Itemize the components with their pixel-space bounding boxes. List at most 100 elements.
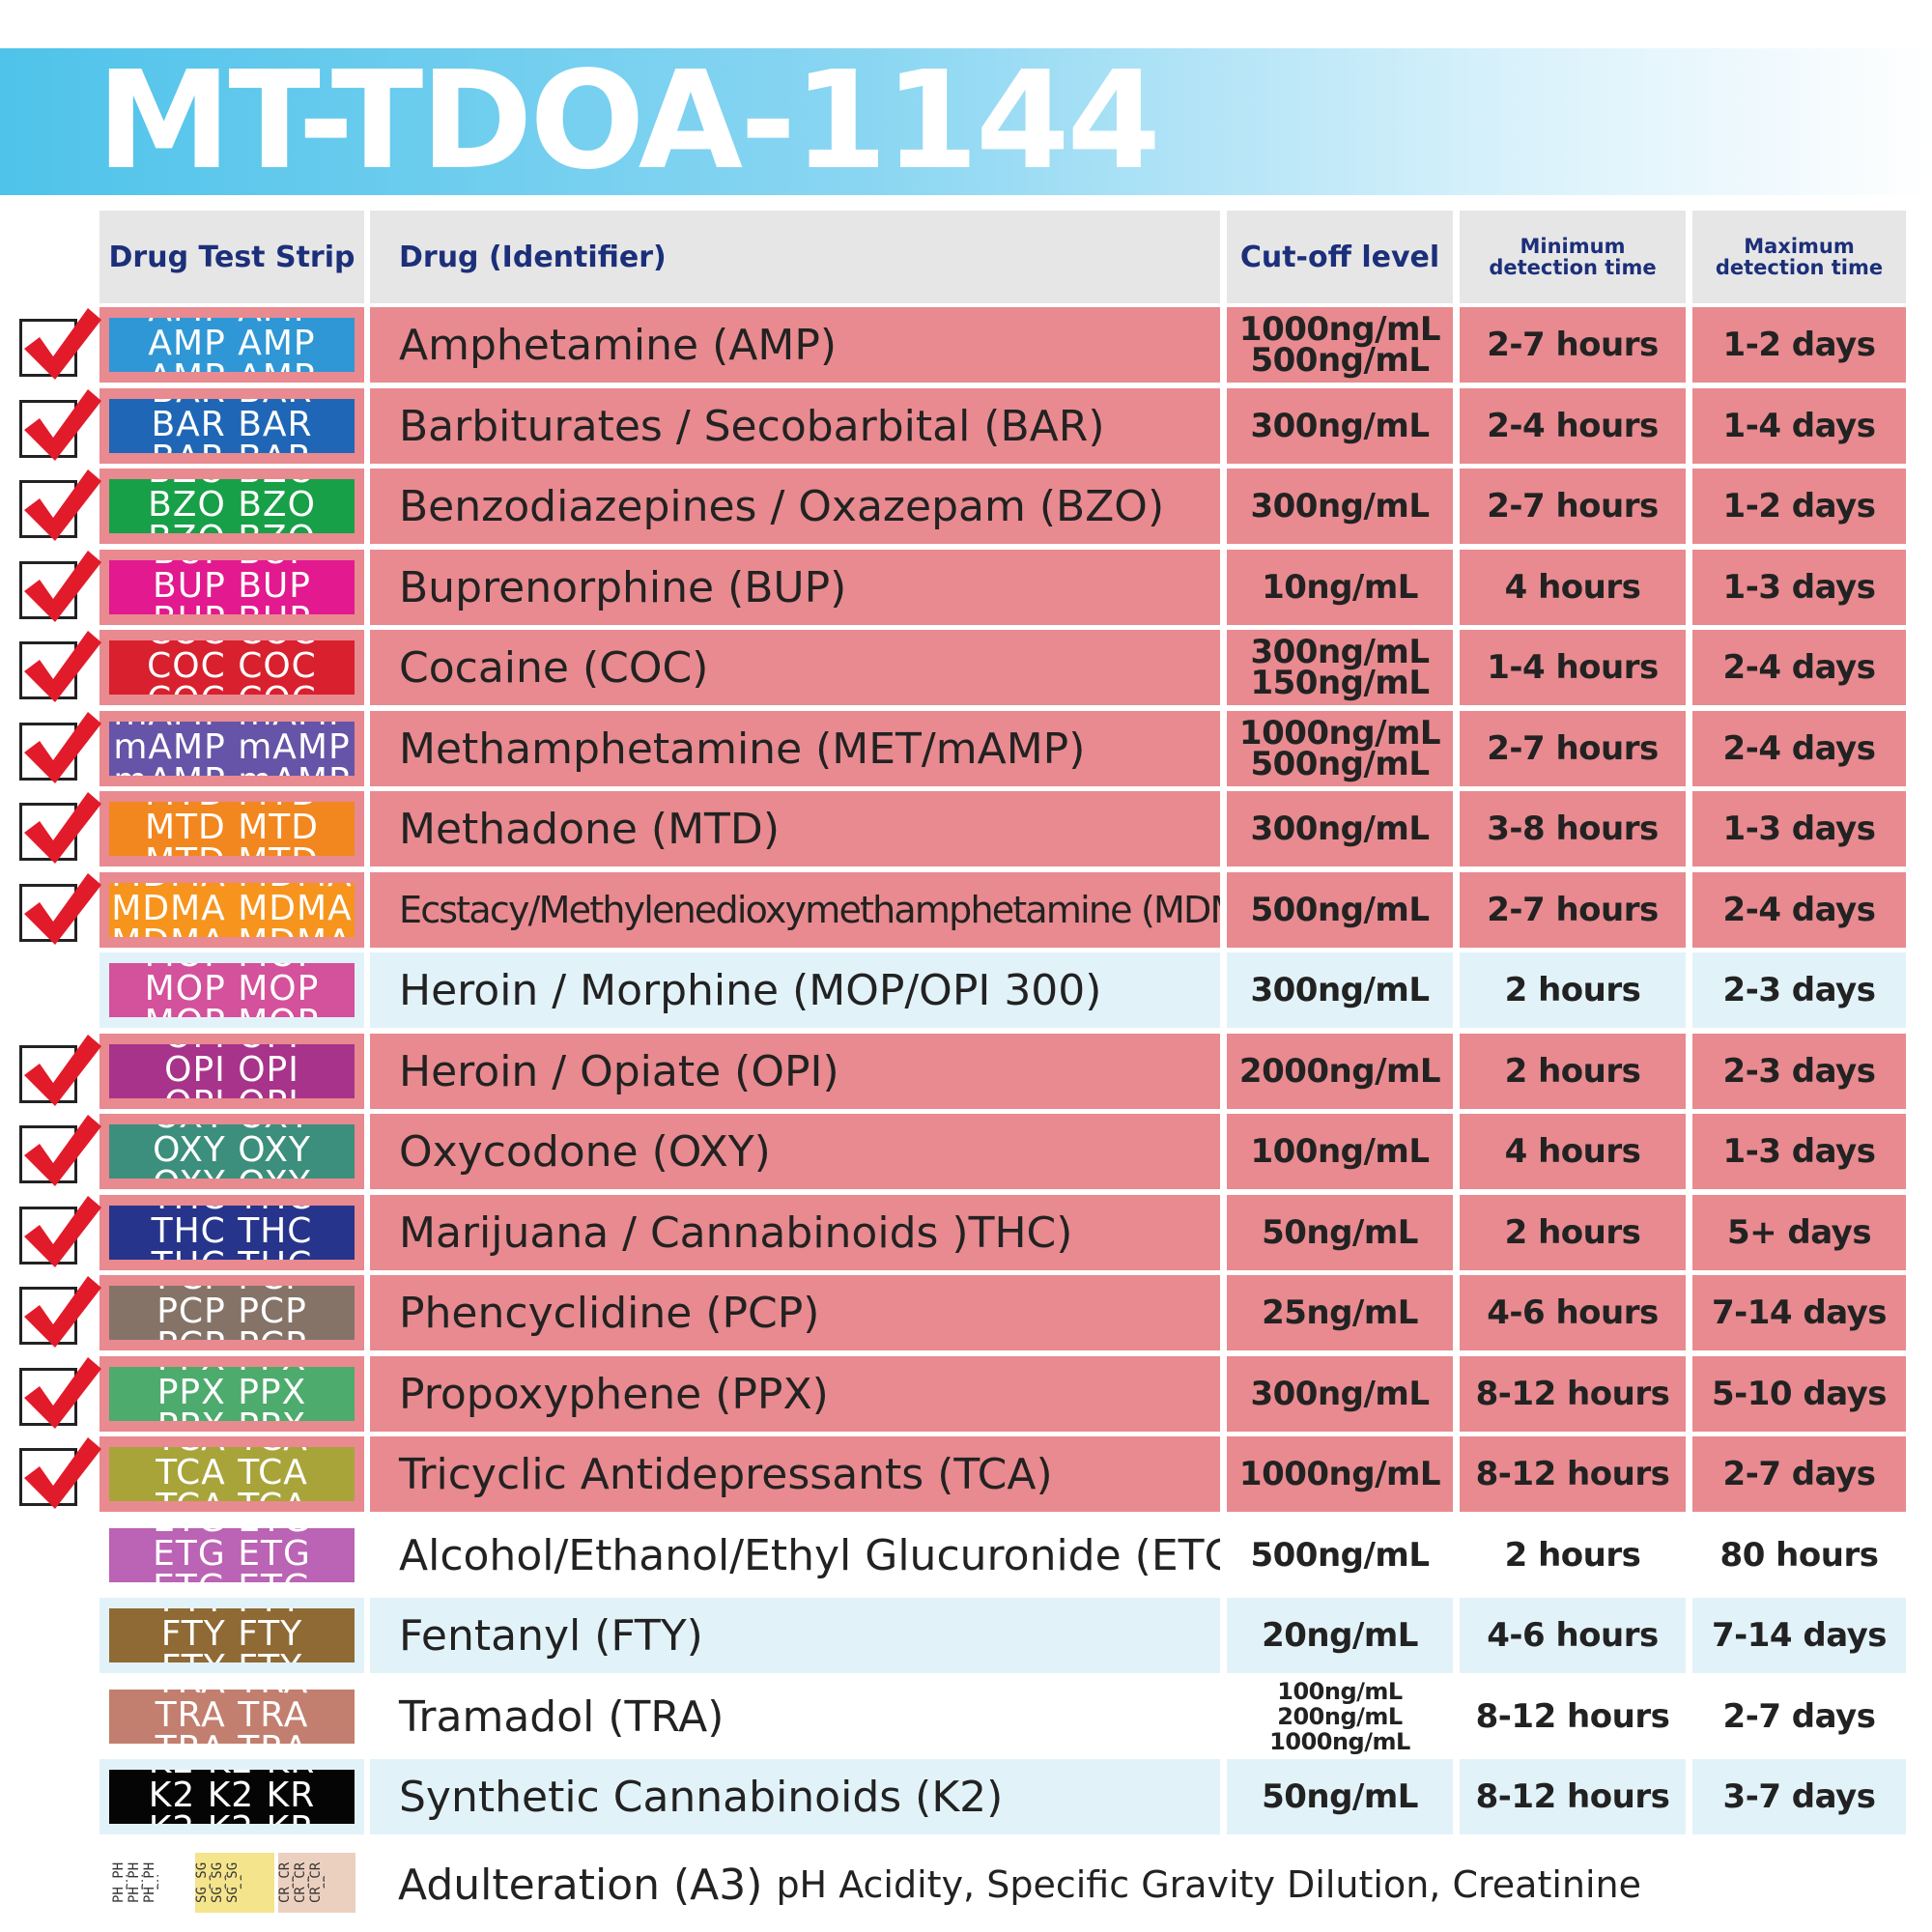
check-mark-icon — [24, 1115, 101, 1186]
strip-code: THC THC — [109, 1206, 355, 1215]
header-max-line1: Maximum — [1744, 235, 1855, 258]
drug-name: Marijuana / Cannabinoids )THC) — [370, 1195, 1220, 1270]
min-detection-time: 2 hours — [1460, 1034, 1686, 1109]
checkbox[interactable] — [19, 1437, 101, 1509]
strip-code: K2 K2 KR — [109, 1812, 355, 1825]
checkbox[interactable] — [19, 551, 101, 622]
cutoff-value: 500ng/mL — [1250, 341, 1430, 380]
min-detection-time: 8-12 hours — [1460, 1679, 1686, 1754]
max-detection-time: 1-3 days — [1692, 1114, 1906, 1189]
drug-name: Synthetic Cannabinoids (K2) — [370, 1759, 1220, 1834]
header-max-line2: detection time — [1715, 256, 1884, 279]
header-strip: Drug Test Strip — [99, 211, 364, 303]
cutoff-level: 300ng/mL — [1227, 469, 1453, 544]
checkbox[interactable] — [19, 1276, 101, 1348]
min-detection-time: 2-7 hours — [1460, 469, 1686, 544]
drug-name: Buprenorphine (BUP) — [370, 550, 1220, 625]
cutoff-level: 50ng/mL — [1227, 1759, 1453, 1834]
min-detection-time: 2-7 hours — [1460, 307, 1686, 383]
max-detection-time: 7-14 days — [1692, 1598, 1906, 1673]
strip-code: FTY FTY — [109, 1608, 355, 1618]
strip-code: MTD MTD — [109, 844, 355, 857]
strip-code: TCA TCA — [156, 1453, 308, 1492]
cutoff-values: 100ng/mL 200ng/mL 1000ng/mL — [1269, 1679, 1410, 1754]
header-drug: Drug (Identifier) — [370, 211, 1220, 303]
min-detection-time: 4-6 hours — [1460, 1275, 1686, 1350]
strip-code: BZO BZO — [109, 479, 355, 489]
cutoff-value: 100ng/mL — [1277, 1679, 1403, 1705]
max-detection-time: 2-3 days — [1692, 952, 1906, 1028]
checkbox[interactable] — [19, 873, 101, 945]
check-mark-icon — [24, 469, 101, 541]
strip-code: AMP AMP — [109, 360, 355, 373]
min-detection-time: 2-7 hours — [1460, 711, 1686, 786]
strip-code: THC THC — [109, 1248, 355, 1261]
adulteration-pad-ph: PH PH PH — [127, 1853, 156, 1913]
strip-code: MDMA MDMA — [109, 925, 355, 938]
check-mark-icon — [24, 1035, 101, 1106]
strip-code: MDMA MDMA — [111, 889, 353, 928]
drug-name: Oxycodone (OXY) — [370, 1114, 1220, 1189]
checkbox[interactable] — [19, 631, 101, 702]
adulteration-label: Adulteration (A3) — [398, 1860, 763, 1910]
strip-code: FTY FTY — [109, 1651, 355, 1663]
cutoff-value: 150ng/mL — [1250, 664, 1430, 702]
drug-name: Heroin / Morphine (MOP/OPI 300) — [370, 952, 1220, 1028]
max-detection-time: 2-7 days — [1692, 1436, 1906, 1512]
adulteration-pad-ph: PH PH PH — [142, 1853, 171, 1913]
max-detection-time: 2-3 days — [1692, 1034, 1906, 1109]
cutoff-level: 2000ng/mL — [1227, 1034, 1453, 1109]
title-banner — [0, 48, 1932, 195]
cutoff-values: 300ng/mL 150ng/mL — [1250, 636, 1430, 702]
strip-code: OPI OPI — [109, 1087, 355, 1099]
strip-code: ETG ETG — [153, 1534, 311, 1574]
cutoff-level: 300ng/mL 150ng/mL — [1227, 630, 1453, 705]
cutoff-value: 1000ng/mL — [1238, 310, 1441, 349]
header-cutoff: Cut-off level — [1227, 211, 1453, 303]
checkbox[interactable] — [19, 1115, 101, 1186]
strip-code: PPX PPX — [156, 1373, 307, 1412]
check-mark-icon — [24, 792, 101, 864]
adulteration-pad-fill — [325, 1853, 355, 1913]
drug-name: Heroin / Opiate (OPI) — [370, 1034, 1220, 1109]
strip-code: mAMP mAMP — [113, 727, 351, 767]
strip-code: BUP BUP — [153, 566, 311, 606]
adulteration-pad-sg: SG SG SG — [194, 1853, 223, 1913]
header-min-line2: detection time — [1489, 256, 1657, 279]
strip-code: PCP PCP — [109, 1286, 355, 1295]
adulteration-pad-ph: PH PH PH — [111, 1853, 140, 1913]
min-detection-time: 8-12 hours — [1460, 1759, 1686, 1834]
checkbox[interactable] — [19, 469, 101, 541]
drug-name: Tricyclic Antidepressants (TCA) — [370, 1436, 1220, 1512]
adulteration-detail: pH Acidity, Specific Gravity Dilution, C… — [776, 1863, 1642, 1906]
checkbox[interactable] — [19, 389, 101, 461]
checkbox[interactable] — [19, 1035, 101, 1106]
cutoff-value: 500ng/mL — [1250, 745, 1430, 783]
strip-code: BZO BZO — [109, 522, 355, 534]
max-detection-time: 2-7 days — [1692, 1679, 1906, 1754]
min-detection-time: 4-6 hours — [1460, 1598, 1686, 1673]
checkbox[interactable] — [19, 712, 101, 783]
max-detection-time: 1-3 days — [1692, 791, 1906, 867]
cutoff-level: 500ng/mL — [1227, 1518, 1453, 1593]
strip-code: MOP MOP — [109, 963, 355, 973]
checkbox[interactable] — [19, 1357, 101, 1429]
checkbox[interactable] — [19, 308, 101, 380]
min-detection-time: 2-7 hours — [1460, 872, 1686, 948]
cutoff-level: 500ng/mL — [1227, 872, 1453, 948]
checkbox[interactable] — [19, 1196, 101, 1267]
max-detection-time: 1-3 days — [1692, 550, 1906, 625]
checkbox[interactable] — [19, 792, 101, 864]
strip-code: BUP BUP — [109, 560, 355, 570]
